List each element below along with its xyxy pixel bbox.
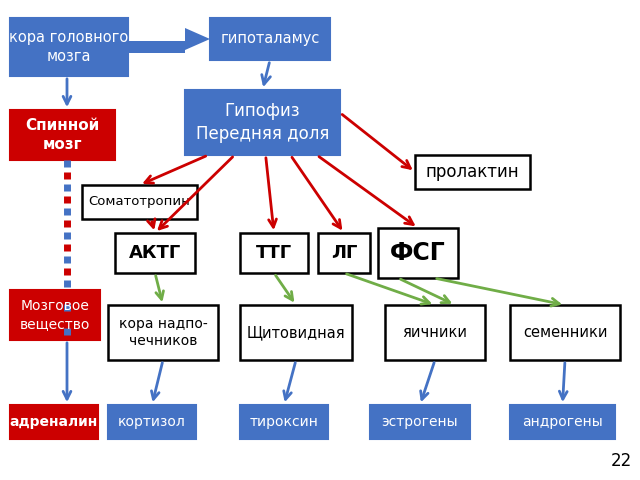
Text: Гипофиз
Передняя доля: Гипофиз Передняя доля	[196, 102, 329, 143]
Text: адреналин: адреналин	[10, 415, 98, 429]
Text: пролактин: пролактин	[426, 163, 519, 181]
FancyBboxPatch shape	[510, 405, 615, 439]
FancyBboxPatch shape	[82, 185, 197, 219]
FancyBboxPatch shape	[510, 305, 620, 360]
Text: тироксин: тироксин	[250, 415, 319, 429]
FancyBboxPatch shape	[240, 405, 328, 439]
Text: Мозговое
вещество: Мозговое вещество	[20, 300, 90, 331]
Polygon shape	[128, 28, 210, 53]
FancyBboxPatch shape	[385, 305, 485, 360]
FancyBboxPatch shape	[108, 405, 196, 439]
FancyBboxPatch shape	[370, 405, 470, 439]
Text: гипоталамус: гипоталамус	[220, 32, 320, 47]
Text: Соматотропин: Соматотропин	[88, 195, 191, 208]
Text: ФСГ: ФСГ	[390, 241, 446, 265]
FancyBboxPatch shape	[10, 110, 115, 160]
FancyBboxPatch shape	[378, 228, 458, 278]
Text: 22: 22	[611, 452, 632, 470]
Text: АКТГ: АКТГ	[129, 244, 181, 262]
FancyBboxPatch shape	[240, 305, 352, 360]
Text: Щитовидная: Щитовидная	[246, 325, 346, 340]
FancyBboxPatch shape	[115, 233, 195, 273]
Text: яичники: яичники	[403, 325, 467, 340]
FancyBboxPatch shape	[210, 18, 330, 60]
Text: эстрогены: эстрогены	[381, 415, 458, 429]
Text: андрогены: андрогены	[522, 415, 603, 429]
FancyBboxPatch shape	[240, 233, 308, 273]
Text: кора головного
мозга: кора головного мозга	[10, 30, 129, 64]
FancyBboxPatch shape	[185, 90, 340, 155]
Text: Спинной
мозг: Спинной мозг	[26, 118, 100, 152]
Text: ЛГ: ЛГ	[331, 244, 357, 262]
Text: кора надпо-
чечников: кора надпо- чечников	[118, 317, 207, 348]
Text: ТТГ: ТТГ	[256, 244, 292, 262]
Text: семенники: семенники	[523, 325, 607, 340]
FancyBboxPatch shape	[10, 290, 100, 340]
FancyBboxPatch shape	[10, 405, 98, 439]
FancyBboxPatch shape	[318, 233, 370, 273]
FancyBboxPatch shape	[415, 155, 530, 189]
FancyBboxPatch shape	[108, 305, 218, 360]
FancyBboxPatch shape	[10, 18, 128, 76]
Text: кортизол: кортизол	[118, 415, 186, 429]
